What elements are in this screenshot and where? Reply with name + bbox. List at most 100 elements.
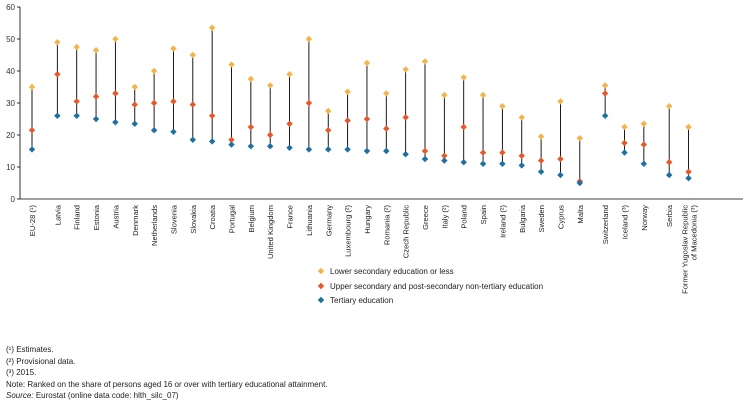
y-tick-label: 50 (6, 35, 15, 44)
category-label: Czech Republic (402, 205, 411, 258)
category-label: Luxembourg (²) (344, 205, 353, 257)
tertiary-point (286, 144, 293, 151)
upper-secondary-point (479, 149, 487, 156)
lower-secondary-point (305, 35, 313, 43)
upper-secondary-point (383, 125, 390, 132)
tertiary-point (28, 146, 36, 153)
lower-secondary-point (576, 135, 583, 142)
category-label: Portugal (228, 205, 237, 234)
upper-secondary-point (557, 155, 564, 163)
tertiary-point (267, 143, 274, 150)
lower-secondary-point (460, 74, 467, 81)
category-label: Ireland (²) (498, 205, 507, 238)
legend-tertiary-marker (317, 296, 325, 304)
tertiary-point (92, 115, 100, 123)
upper-secondary-point (441, 152, 448, 159)
upper-secondary-point (666, 159, 673, 166)
upper-secondary-point (131, 101, 138, 108)
legend-upper-secondary-marker (317, 282, 325, 290)
tertiary-point (537, 168, 545, 175)
tertiary-point (621, 149, 628, 156)
tertiary-point (344, 146, 351, 153)
upper-secondary-point (170, 98, 177, 105)
lower-secondary-point (383, 90, 390, 97)
chart: 0 10 20 30 40 50 60 EU-28 (¹) Latvia Finland Esto… (6, 3, 743, 305)
tertiary-point (499, 160, 506, 167)
tertiary-point (363, 147, 371, 155)
category-label: Serbia (665, 204, 674, 227)
upper-secondary-point (208, 112, 216, 119)
lower-secondary-point (228, 61, 235, 68)
category-label: Norway (640, 205, 649, 231)
tertiary-point (402, 151, 409, 158)
lower-secondary-point (54, 39, 61, 46)
upper-secondary-point (518, 152, 525, 159)
category-label: Switzerland (601, 205, 610, 244)
tertiary-point (421, 155, 429, 163)
lower-secondary-point (28, 83, 36, 91)
y-tick-label: 20 (6, 131, 15, 140)
tertiary-point (112, 119, 119, 126)
category-label: Denmark (131, 205, 140, 236)
tertiary-point (601, 112, 609, 119)
upper-secondary-point (537, 157, 545, 164)
tertiary-point (228, 141, 235, 148)
tertiary-point (685, 175, 692, 182)
lower-secondary-point (685, 123, 692, 131)
upper-secondary-point (601, 90, 609, 97)
lower-secondary-point (286, 71, 293, 78)
tertiary-point (208, 138, 216, 145)
x-axis-labels: EU-28 (¹) Latvia Finland Estonia Austria Denm… (28, 204, 699, 294)
category-label: Malta (576, 204, 585, 223)
tertiary-point (666, 171, 673, 179)
upper-secondary-point (685, 168, 692, 175)
upper-secondary-point (421, 147, 429, 155)
category-label: Finland (73, 205, 82, 230)
category-label: Bulgaria (518, 204, 527, 233)
tertiary-point (460, 159, 467, 166)
upper-secondary-point (28, 127, 36, 134)
upper-secondary-point (228, 136, 235, 143)
category-label: EU-28 (¹) (28, 205, 37, 237)
lower-secondary-point (112, 35, 119, 43)
category-label: Latvia (53, 204, 62, 225)
category-label: Netherlands (150, 205, 159, 246)
upper-secondary-point (640, 141, 648, 148)
lower-secondary-point (537, 133, 545, 140)
upper-secondary-point (92, 93, 100, 100)
source-line: Source: Eurostat (online data code: hlth… (6, 390, 328, 402)
ranking-note: Note: Ranked on the share of persons age… (6, 379, 328, 389)
category-label: Romania (²) (382, 205, 391, 246)
upper-secondary-point (286, 120, 293, 127)
footnotes: (¹) Estimates. (²) Provisional data. (³)… (6, 344, 328, 402)
lower-secondary-point (208, 24, 216, 31)
lower-secondary-point (518, 114, 525, 121)
axes: 0 10 20 30 40 50 60 (6, 3, 743, 204)
upper-secondary-point (460, 123, 467, 131)
category-label: United Kingdom (266, 205, 275, 259)
lower-secondary-point (557, 98, 564, 105)
category-label: Sweden (537, 205, 546, 232)
category-label: Italy (²) (440, 205, 449, 229)
legend-tertiary-label: Tertiary education (330, 296, 393, 305)
lower-secondary-point (441, 91, 448, 99)
lower-secondary-point (640, 120, 648, 127)
upper-secondary-point (344, 117, 351, 124)
lower-secondary-point (267, 82, 274, 89)
y-tick-label: 60 (6, 3, 15, 12)
upper-secondary-point (112, 90, 119, 97)
lower-secondary-point (363, 59, 371, 67)
tertiary-point (73, 112, 80, 119)
upper-secondary-point (363, 115, 371, 123)
category-label: Belgium (247, 205, 256, 232)
upper-secondary-point (305, 99, 313, 107)
category-label: of Macedonia (³) (690, 205, 699, 261)
tertiary-point (640, 160, 648, 167)
tertiary-point (441, 157, 448, 164)
footnote-provisional: (²) Provisional data. (6, 356, 76, 366)
legend-lower-secondary-marker (317, 267, 325, 275)
upper-secondary-point (150, 99, 158, 107)
lower-secondary-point (325, 107, 332, 115)
tertiary-point (150, 127, 158, 134)
lower-secondary-point (170, 45, 177, 52)
